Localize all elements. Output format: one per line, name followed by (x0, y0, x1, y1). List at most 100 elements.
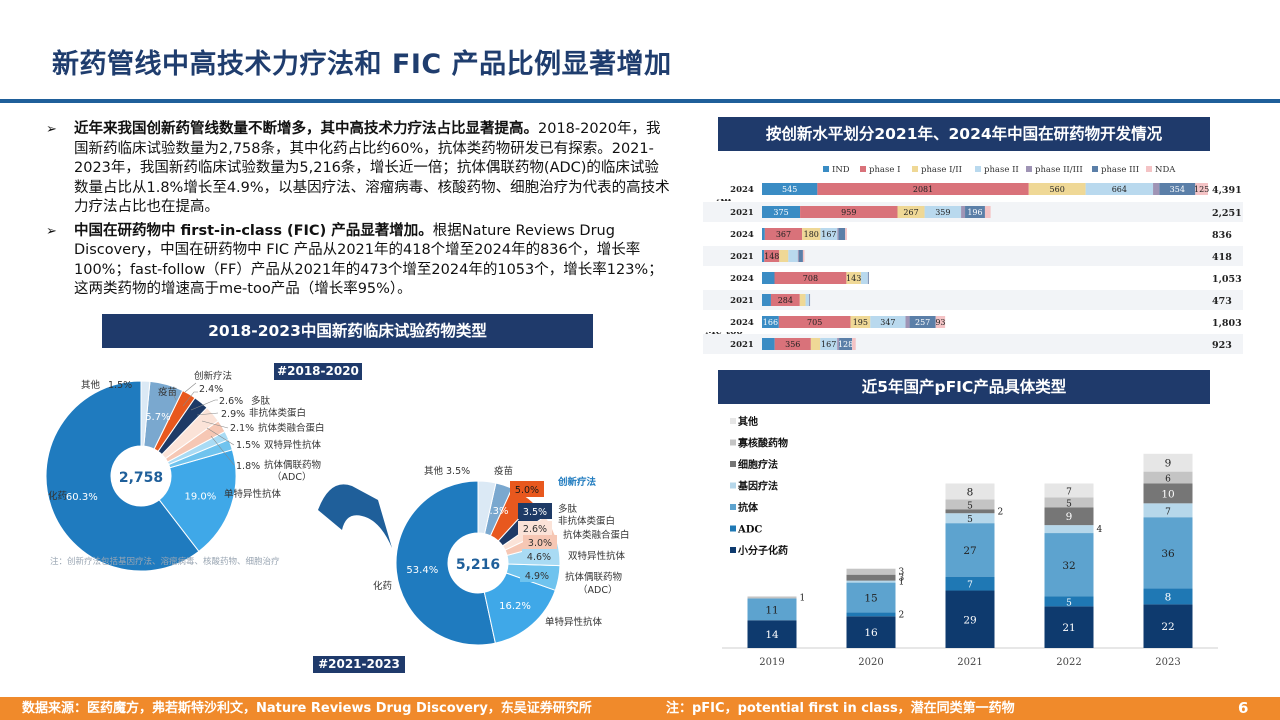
bar-segment (762, 316, 779, 328)
segment-value: 545 (782, 185, 797, 194)
segment-value: 21 (1062, 622, 1075, 634)
footer-note: 注：pFIC，potential first in class，潜在同类第一药物 (666, 701, 1015, 716)
label-other: 其他 (81, 379, 101, 391)
bar-segment (1143, 503, 1193, 518)
segment-value: 367 (776, 230, 791, 239)
bar-segment (1143, 604, 1193, 648)
segment-value: 196 (967, 208, 982, 217)
bar-segment (820, 338, 838, 350)
segment-value: 257 (915, 318, 930, 327)
donut-slice (483, 572, 556, 644)
bar-segment (945, 523, 995, 577)
bar-segment (935, 316, 946, 328)
segment-value: 9 (1165, 458, 1172, 470)
bar-segment (838, 228, 846, 240)
label-vaccine: 疫苗 (494, 465, 513, 477)
legend-label: phase III (1101, 165, 1139, 175)
label-bispecific: 双特异性抗体 (568, 550, 626, 562)
segment-value: 11 (765, 604, 778, 616)
bar-segment (924, 206, 962, 218)
label-peptide: 多肽 (558, 503, 578, 515)
segment-value: 354 (1170, 185, 1185, 194)
connector-arrow-icon (318, 484, 392, 548)
segment-value: 22 (1161, 621, 1174, 633)
footer-bar: 数据来源：医药魔方，弗若斯特沙利文，Nature Reviews Drug Di… (0, 697, 1280, 720)
bar-segment (798, 250, 803, 262)
segment-value: 359 (935, 208, 950, 217)
bar-segment (945, 576, 995, 591)
label-other-pct: 3.5% (446, 466, 470, 477)
bar-segment (1044, 596, 1094, 607)
bar-segment (817, 183, 1029, 195)
legend-swatch (1146, 166, 1152, 172)
donut-2018-2020: 60.3% 19.0% 5.7% 2,758 (45, 380, 237, 572)
donut1-labels: 其他 1.5% 疫苗 创新疗法 2.4% 2.6% 多肽 2.9% 非抗体类蛋白… (48, 370, 325, 502)
slice-pct-label: 3.3% (483, 506, 508, 517)
legend-label: 抗体 (738, 501, 759, 514)
legend-swatch (730, 439, 736, 446)
legend-label: ADC (737, 525, 762, 536)
donut-slice (395, 480, 496, 646)
x-tick-label: 2019 (759, 657, 784, 668)
row-background (703, 290, 1243, 310)
bar-segment (845, 228, 847, 240)
slice-pct-label: 19.0% (184, 492, 216, 503)
label-chem: 化药 (373, 580, 392, 592)
segment-value: 705 (807, 318, 822, 327)
x-tick-label: 2022 (1056, 657, 1081, 668)
label-adc-sub: （ADC） (272, 471, 311, 483)
arrow-icon: ➢ (46, 223, 57, 239)
year-label: 2024 (730, 230, 754, 240)
segment-value: 708 (803, 274, 818, 283)
bar-segment (799, 294, 806, 306)
row-total: 418 (1212, 252, 1232, 263)
bar-segment (850, 316, 871, 328)
bar-segment (965, 206, 985, 218)
page-title: 新药管线中高技术力疗法和 FIC 产品比例显著增加 (52, 49, 672, 80)
legend-label: NDA (1155, 165, 1176, 175)
chart-legend: IND phase I phase I/II phase II phase II/III… (823, 165, 1176, 175)
label-innovative-pct: 2.4% (199, 384, 223, 395)
bullet-item: ➢ 近年来我国创新药管线数量不断增多，其中高技术力疗法占比显著提高。2018-2… (46, 120, 672, 218)
label-vaccine: 疫苗 (158, 386, 177, 398)
legend-label: phase I (869, 165, 900, 175)
donut-center-total: 2,758 (119, 470, 163, 486)
segment-value: 4 (1097, 525, 1103, 535)
callout-adc: 4.9% (525, 571, 549, 582)
segment-value: 5 (967, 501, 973, 511)
slice-pct-label: 53.4% (406, 565, 438, 576)
bar-segment (1044, 525, 1094, 534)
segment-value: 143 (846, 274, 861, 283)
bar-segment (945, 483, 995, 500)
row-total: 836 (1212, 230, 1232, 241)
label-adc: 抗体偶联药物 (565, 571, 623, 583)
bar-segment (860, 272, 868, 284)
bar-segment (846, 568, 896, 575)
donut-charts: 60.3% 19.0%5.7%2,758 53.4%16.2%3.3%5,216 … (45, 370, 630, 646)
legend-swatch (730, 525, 736, 532)
bar-segment (764, 250, 780, 262)
bar-segment (945, 499, 995, 510)
legend-swatch (730, 504, 736, 510)
year-label: 2024 (730, 318, 754, 328)
bar-segment (774, 272, 847, 284)
year-label: 2021 (730, 208, 754, 218)
bar-segment (1028, 183, 1086, 195)
bar-segment (747, 620, 797, 648)
donut-2021-2023: 53.4% 16.2% 3.3% 5,216 (395, 480, 561, 646)
bar-segment (905, 316, 910, 328)
bar-segment (846, 612, 896, 617)
segment-value: 2 (899, 610, 905, 620)
label-adc-pct: 1.8% (236, 461, 260, 472)
bar-segment (867, 272, 869, 284)
bullet-text: 2018-2020年，我国新药临床试验数量为2,758条，其中化药占比约60%，… (74, 121, 670, 215)
bar-segment (984, 206, 991, 218)
row-total: 1,803 (1212, 318, 1242, 329)
segment-value: 7 (967, 581, 973, 591)
legend-label: 寡核酸药物 (737, 437, 788, 450)
donut-footnote: 注：创新疗法包括基因疗法、溶瘤病毒、核酸药物、细胞治疗 (50, 556, 280, 567)
label-innovative: 创新疗法 (557, 476, 597, 488)
label-nonab: 非抗体类蛋白 (249, 407, 306, 419)
year-label: 2021 (730, 296, 754, 306)
legend-label: phase I/II (921, 165, 962, 175)
